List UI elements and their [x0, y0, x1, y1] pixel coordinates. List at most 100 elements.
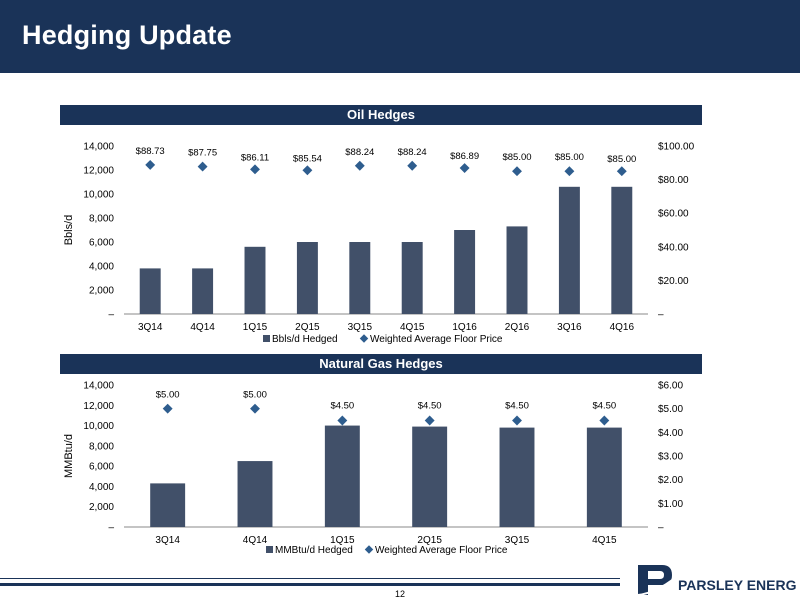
data-label: $4.50	[505, 401, 529, 412]
y2-tick-label: $40.00	[658, 242, 689, 253]
x-tick-label: 2Q15	[295, 322, 320, 333]
legend-swatch-bar	[266, 546, 273, 553]
floor-price-point	[337, 415, 348, 426]
data-label: $4.50	[330, 401, 354, 412]
x-tick-label: 4Q14	[243, 535, 268, 546]
legend-swatch-diamond	[359, 334, 369, 343]
y-tick-label: 12,000	[83, 166, 114, 177]
x-tick-label: 4Q15	[400, 322, 425, 333]
data-label: $4.50	[418, 401, 442, 412]
x-tick-label: 4Q15	[592, 535, 617, 546]
bar	[401, 242, 423, 314]
x-tick-label: 1Q16	[452, 322, 477, 333]
legend-label: Weighted Average Floor Price	[370, 334, 503, 345]
floor-price-point	[512, 166, 522, 177]
y2-tick-label: $1.00	[658, 499, 683, 510]
x-tick-label: 3Q15	[505, 535, 530, 546]
y-tick-label: 10,000	[83, 190, 114, 201]
bar	[412, 426, 448, 527]
legend-swatch-diamond	[364, 545, 374, 554]
bar	[506, 226, 528, 314]
bar	[454, 230, 476, 314]
floor-price-point	[145, 159, 156, 170]
footer-divider	[0, 583, 620, 586]
gas-hedges-title: Natural Gas Hedges	[60, 354, 702, 374]
y2-tick-label: –	[658, 310, 664, 321]
data-label: $86.11	[241, 152, 269, 163]
page-title: Hedging Update	[22, 20, 232, 50]
bar	[324, 425, 360, 527]
x-tick-label: 2Q16	[505, 322, 530, 333]
data-label: $85.00	[607, 154, 636, 165]
y2-tick-label: $100.00	[658, 142, 695, 153]
y-tick-label: 10,000	[83, 421, 114, 432]
x-tick-label: 2Q15	[417, 535, 442, 546]
legend-label: Weighted Average Floor Price	[375, 545, 508, 556]
x-tick-label: 3Q16	[557, 322, 582, 333]
y-axis-title: Bbls/d	[63, 215, 75, 246]
data-label: $5.00	[156, 390, 180, 401]
y2-tick-label: $80.00	[658, 175, 689, 186]
data-label: $88.73	[136, 146, 165, 157]
floor-price-point	[424, 415, 435, 426]
data-label: $5.00	[243, 390, 267, 401]
bar	[244, 246, 266, 314]
footer-divider-thin	[0, 578, 620, 579]
y2-tick-label: $20.00	[658, 276, 689, 287]
floor-price-point	[197, 161, 208, 172]
bar	[139, 268, 161, 314]
x-tick-label: 3Q15	[348, 322, 373, 333]
y2-tick-label: $4.00	[658, 428, 683, 439]
y-tick-label: 14,000	[83, 381, 114, 392]
floor-price-point	[564, 166, 575, 177]
x-tick-label: 1Q15	[330, 535, 355, 546]
data-label: $85.00	[555, 152, 584, 163]
x-tick-label: 1Q15	[243, 322, 268, 333]
bar	[499, 427, 535, 527]
floor-price-point	[512, 415, 522, 426]
floor-price-point	[302, 165, 313, 176]
y-tick-label: 4,000	[89, 482, 114, 493]
y-tick-label: 4,000	[89, 262, 114, 273]
y-tick-label: 6,000	[89, 238, 114, 249]
y-axis-title: MMBtu/d	[63, 434, 75, 478]
x-tick-label: 3Q14	[155, 535, 180, 546]
data-label: $85.54	[293, 153, 322, 164]
oil-hedges-chart: – 2,000 4,000 6,000 8,000 10,000 12,000 14,000 –…	[63, 142, 695, 346]
x-tick-label: 4Q14	[190, 322, 215, 333]
floor-price-point	[354, 160, 365, 171]
y-tick-label: 14,000	[83, 142, 114, 153]
y2-tick-label: –	[658, 523, 664, 534]
floor-price-point	[162, 403, 173, 414]
data-label: $87.75	[188, 148, 217, 159]
y2-tick-label: $6.00	[658, 381, 683, 392]
data-label: $88.24	[345, 147, 374, 158]
floor-price-point	[599, 415, 610, 426]
y-tick-label: 8,000	[89, 441, 114, 452]
legend-label: Bbls/d Hedged	[272, 334, 338, 345]
data-label: $85.00	[502, 152, 531, 163]
data-label: $86.89	[450, 151, 479, 162]
page-number: 12	[395, 589, 406, 599]
bar	[150, 483, 186, 527]
floor-price-point	[616, 166, 627, 177]
bar	[611, 186, 633, 314]
parsley-energy-logo: PARSLEY ENERGY	[637, 565, 796, 596]
bar	[558, 186, 580, 314]
floor-price-point	[459, 163, 470, 173]
data-label: $88.24	[398, 147, 427, 158]
y-tick-label: –	[108, 310, 114, 321]
x-tick-label: 4Q16	[610, 322, 635, 333]
bar	[192, 268, 214, 314]
y2-tick-label: $2.00	[658, 475, 683, 486]
svg-text:PARSLEY ENERGY: PARSLEY ENERGY	[678, 577, 796, 593]
header-bar: Hedging Update	[0, 0, 800, 73]
bar	[296, 242, 318, 314]
y-tick-label: 6,000	[89, 462, 114, 473]
floor-price-point	[407, 160, 418, 171]
x-tick-label: 3Q14	[138, 322, 163, 333]
oil-hedges-title: Oil Hedges	[60, 105, 702, 125]
y2-tick-label: $60.00	[658, 209, 689, 220]
gas-hedges-chart: – 2,000 4,000 6,000 8,000 10,000 12,000 14,000 –…	[63, 381, 683, 557]
legend-swatch-bar	[263, 335, 270, 342]
